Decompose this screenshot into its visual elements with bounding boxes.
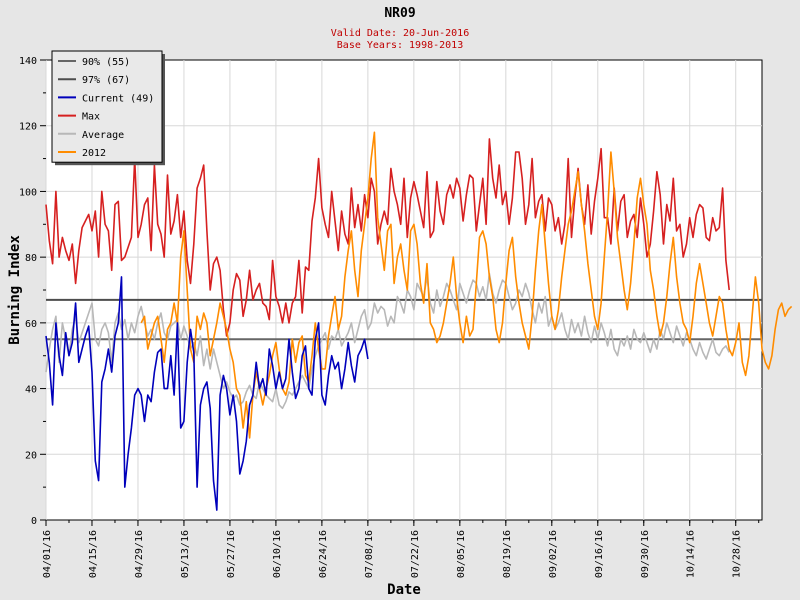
- y-axis: 0 20 40 60 80 100 120 140: [19, 56, 46, 527]
- y-tick-label: 0: [31, 516, 37, 527]
- y-tick-label: 60: [25, 319, 37, 330]
- x-tick-label: 10/28/16: [732, 530, 743, 578]
- x-axis-title: Date: [387, 582, 421, 598]
- x-tick-label: 05/13/16: [180, 530, 191, 578]
- y-axis-title: Burning Index: [7, 235, 23, 345]
- chart-title: NR09: [384, 6, 416, 21]
- x-tick-label: 05/27/16: [226, 530, 237, 578]
- legend-box: [51, 50, 163, 163]
- x-tick-label: 09/30/16: [640, 530, 651, 578]
- y-tick-label: 120: [19, 122, 37, 133]
- series-line: [45, 272, 730, 410]
- legend-label: 2012: [82, 148, 106, 159]
- y-tick-label: 140: [19, 56, 37, 67]
- valid-date-subtitle: Valid Date: 20-Jun-2016: [330, 28, 470, 39]
- legend-label: Current (49): [82, 93, 154, 104]
- x-tick-label: 09/02/16: [548, 530, 559, 578]
- x-tick-label: 07/22/16: [410, 530, 421, 578]
- legend-label: 90% (55): [82, 57, 130, 68]
- threshold-lines: [46, 298, 762, 341]
- x-tick-label: 06/10/16: [272, 530, 283, 578]
- legend: 90% (55) 97% (67) Current (49) Max Average 20…: [51, 50, 165, 166]
- series-line: [45, 276, 369, 511]
- base-years-subtitle: Base Years: 1998-2013: [336, 40, 464, 51]
- x-tick-label: 04/29/16: [134, 530, 145, 578]
- plot-area: [45, 59, 763, 521]
- x-tick-label: 08/05/16: [456, 530, 467, 578]
- y-tick-label: 40: [25, 385, 37, 396]
- x-tick-label: 07/08/16: [364, 530, 375, 578]
- legend-label: Max: [82, 112, 100, 123]
- series-line: [140, 131, 793, 439]
- legend-label: 97% (67): [82, 75, 130, 86]
- legend-label: Average: [82, 130, 124, 141]
- x-tick-label: 10/14/16: [686, 530, 697, 578]
- x-tick-label: 09/16/16: [594, 530, 605, 578]
- y-tick-label: 80: [25, 253, 37, 264]
- x-tick-label: 08/19/16: [502, 530, 513, 578]
- x-tick-label: 04/15/16: [88, 530, 99, 578]
- y-tick-label: 100: [19, 187, 37, 198]
- x-tick-label: 04/01/16: [42, 530, 53, 578]
- y-tick-label: 20: [25, 450, 37, 461]
- x-axis: 04/01/16 04/15/16 04/29/16 05/13/16 05/27/16…: [42, 520, 760, 578]
- series-lines: [45, 131, 793, 511]
- x-tick-label: 06/24/16: [318, 530, 329, 578]
